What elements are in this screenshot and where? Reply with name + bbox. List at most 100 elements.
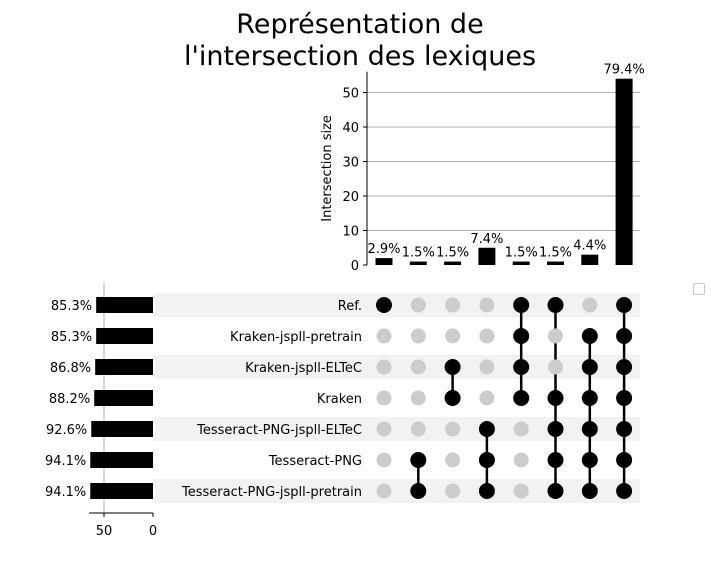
matrix-dot-inactive <box>410 421 426 437</box>
matrix-dot-inactive <box>376 483 392 499</box>
matrix-dot-inactive <box>376 421 392 437</box>
matrix-dot-inactive <box>513 452 529 468</box>
chart-title-line-2: l'intersection des lexiques <box>183 41 537 72</box>
set-size-label: 94.1% <box>45 485 86 500</box>
matrix-row-shade <box>155 293 640 317</box>
matrix-dot-inactive <box>513 421 529 437</box>
matrix-dot-inactive <box>445 297 461 313</box>
matrix-dot-active <box>547 452 564 468</box>
matrix-dot-active <box>616 297 633 313</box>
matrix-dot-active <box>376 297 392 313</box>
intersection-bar <box>512 261 530 265</box>
matrix-dot-active <box>478 421 495 437</box>
intersection-bar <box>478 247 496 265</box>
matrix-dot-active <box>616 452 633 468</box>
set-size-label: 85.3% <box>51 330 92 345</box>
matrix-dot-active <box>513 390 530 406</box>
matrix-row-shade <box>155 355 640 379</box>
set-size-bar <box>91 421 153 437</box>
set-size-label: 86.8% <box>50 361 91 376</box>
set-name-label: Kraken <box>317 392 362 407</box>
matrix-dot-inactive <box>513 483 529 499</box>
chart-title-line-1: Représentation de <box>236 9 484 40</box>
matrix-dot-inactive <box>376 359 392 375</box>
set-size-bar <box>94 390 153 406</box>
intersection-bar <box>581 254 599 265</box>
intersection-bar-label: 1.5% <box>402 246 435 261</box>
matrix-dot-inactive <box>445 483 461 499</box>
matrix-dot-inactive <box>376 452 392 468</box>
intersection-bar-label: 7.4% <box>470 232 503 247</box>
intersection-bar <box>409 261 427 265</box>
y-tick-label: 50 <box>342 87 359 102</box>
intersection-bar-label: 4.4% <box>573 239 606 254</box>
matrix-dot-active <box>547 421 564 437</box>
y-axis-label: Intersection size <box>320 115 335 222</box>
matrix-dot-inactive <box>376 390 392 406</box>
matrix-dot-active <box>547 390 564 406</box>
legend-box <box>693 283 705 295</box>
intersection-bar-label: 2.9% <box>367 242 400 257</box>
set-name-label: Ref. <box>338 299 362 314</box>
intersection-bar <box>444 261 462 265</box>
intersection-bar-label: 1.5% <box>539 246 572 261</box>
set-name-label: Kraken-jspll-ELTeC <box>245 361 362 376</box>
matrix-dot-active <box>513 359 530 375</box>
matrix-dot-active <box>513 328 530 344</box>
matrix-dot-active <box>410 452 427 468</box>
matrix-dot-inactive <box>445 328 461 344</box>
matrix-dot-inactive <box>548 328 563 344</box>
set-name-label: Tesseract-PNG-jspll-ELTeC <box>196 423 362 438</box>
matrix-dot-active <box>478 483 495 499</box>
matrix-dot-inactive <box>445 452 461 468</box>
set-size-label: 94.1% <box>45 454 86 469</box>
intersection-bar <box>375 258 393 265</box>
intersection-bar-label: 1.5% <box>505 246 538 261</box>
matrix-dot-inactive <box>445 421 461 437</box>
set-size-bar <box>96 297 153 313</box>
set-size-bar <box>96 328 153 344</box>
matrix-dot-inactive <box>479 328 495 344</box>
matrix-dot-inactive <box>376 328 392 344</box>
intersection-bar <box>615 78 633 265</box>
intersection-bar <box>547 261 564 265</box>
matrix-dot-active <box>616 421 633 437</box>
set-name-label: Tesseract-PNG-jspll-pretrain <box>181 485 362 500</box>
matrix-dot-active <box>478 452 495 468</box>
set-size-bar <box>90 483 153 499</box>
matrix-dot-active <box>513 297 530 313</box>
set-size-bar <box>95 359 153 375</box>
matrix-dot-active <box>581 483 598 499</box>
matrix-dot-active <box>581 359 598 375</box>
matrix-dot-active <box>547 297 564 313</box>
matrix-dot-active <box>581 390 598 406</box>
matrix-dot-active <box>616 328 633 344</box>
set-size-label: 92.6% <box>46 423 87 438</box>
y-tick-label: 30 <box>342 156 359 171</box>
matrix-dot-inactive <box>410 328 426 344</box>
intersection-bar-label: 79.4% <box>603 63 644 78</box>
matrix-dot-inactive <box>410 390 426 406</box>
matrix-dot-active <box>444 390 461 406</box>
matrix-dot-active <box>616 483 633 499</box>
matrix-dot-inactive <box>410 359 426 375</box>
matrix-dot-active <box>410 483 427 499</box>
matrix-dot-active <box>547 483 564 499</box>
set-size-label: 88.2% <box>49 392 90 407</box>
matrix-dot-active <box>444 359 461 375</box>
set-size-x-tick-label: 0 <box>149 524 157 539</box>
matrix-dot-active <box>616 390 633 406</box>
matrix-dot-inactive <box>479 390 495 406</box>
matrix-dot-inactive <box>479 359 495 375</box>
matrix-dot-inactive <box>410 297 426 313</box>
set-size-label: 85.3% <box>51 299 92 314</box>
set-size-bar <box>90 452 153 468</box>
matrix-dot-active <box>616 359 633 375</box>
matrix-dot-inactive <box>479 297 495 313</box>
matrix-dot-inactive <box>582 297 598 313</box>
intersection-bar-label: 1.5% <box>436 246 469 261</box>
set-name-label: Tesseract-PNG <box>268 454 362 469</box>
y-tick-label: 0 <box>351 259 359 274</box>
matrix-dot-inactive <box>548 359 563 375</box>
